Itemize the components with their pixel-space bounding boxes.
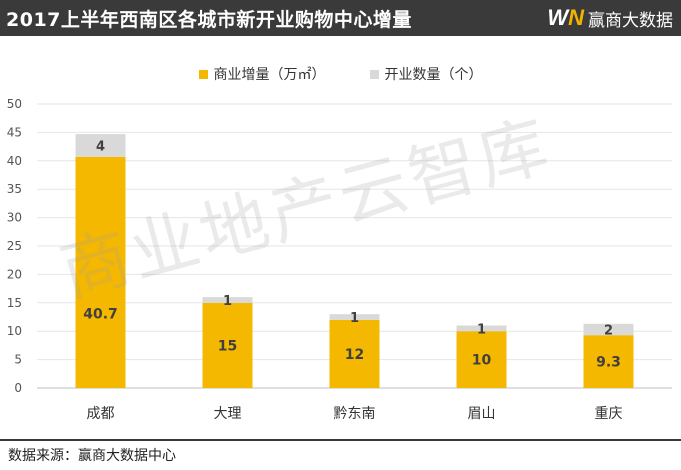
bar-chart: 0510152025303540455040.74成都151大理121黔东南10… <box>7 97 672 422</box>
data-label-area: 40.7 <box>83 306 118 322</box>
brand-name: 赢商大数据 <box>588 10 673 31</box>
header-bar: 2017上半年西南区各城市新开业购物中心增量 WN 赢商大数据 <box>0 0 681 36</box>
legend-label-area: 商业增量（万㎡） <box>213 67 326 83</box>
y-tick-label: 10 <box>7 324 22 338</box>
data-label-count: 1 <box>350 311 359 326</box>
data-label-count: 1 <box>477 322 486 337</box>
legend-item-count: 开业数量（个） <box>369 64 483 84</box>
y-tick-label: 45 <box>7 125 22 139</box>
data-label-area: 10 <box>472 353 492 369</box>
bar-count <box>75 134 126 157</box>
legend-swatch-area <box>198 69 208 79</box>
legend-item-area: 商业增量（万㎡） <box>198 64 326 84</box>
data-label-area: 9.3 <box>596 355 621 371</box>
brand-logo-mark-icon: WN <box>547 5 584 30</box>
data-source-note: 数据来源：赢商大数据中心 <box>8 445 176 465</box>
x-tick-label: 大理 <box>214 406 242 422</box>
y-tick-label: 30 <box>7 211 22 225</box>
x-tick-label: 黔东南 <box>334 406 376 422</box>
bar-area <box>75 156 126 388</box>
legend-swatch-count <box>369 69 379 79</box>
y-tick-label: 20 <box>7 267 22 281</box>
bar-count <box>456 325 507 332</box>
chart-legend: 商业增量（万㎡） 开业数量（个） <box>0 64 681 84</box>
bar-count <box>329 314 380 320</box>
data-label-area: 12 <box>345 347 364 363</box>
footer-divider <box>0 439 681 441</box>
y-tick-label: 35 <box>7 182 22 196</box>
x-tick-label: 眉山 <box>468 406 496 422</box>
x-tick-label: 成都 <box>87 406 115 422</box>
data-label-count: 4 <box>96 139 105 154</box>
y-tick-label: 50 <box>7 97 22 111</box>
data-source-text: 数据来源：赢商大数据中心 <box>8 448 176 464</box>
legend-label-count: 开业数量（个） <box>384 67 483 83</box>
bar-area <box>583 335 634 388</box>
data-label-count: 1 <box>223 294 232 309</box>
data-label-area: 15 <box>218 338 237 354</box>
y-tick-label: 0 <box>14 381 22 395</box>
x-tick-label: 重庆 <box>595 406 623 422</box>
bar-area <box>456 331 507 388</box>
chart-title: 2017上半年西南区各城市新开业购物中心增量 <box>6 9 412 31</box>
y-tick-label: 5 <box>14 353 22 367</box>
brand-logo: WN 赢商大数据 <box>547 4 673 32</box>
y-tick-label: 15 <box>7 296 22 310</box>
y-tick-label: 40 <box>7 154 22 168</box>
bar-area <box>202 302 253 388</box>
data-label-count: 2 <box>604 323 613 338</box>
bar-area <box>329 319 380 388</box>
y-tick-label: 25 <box>7 239 22 253</box>
bar-count <box>583 323 634 336</box>
bar-count <box>202 297 253 303</box>
